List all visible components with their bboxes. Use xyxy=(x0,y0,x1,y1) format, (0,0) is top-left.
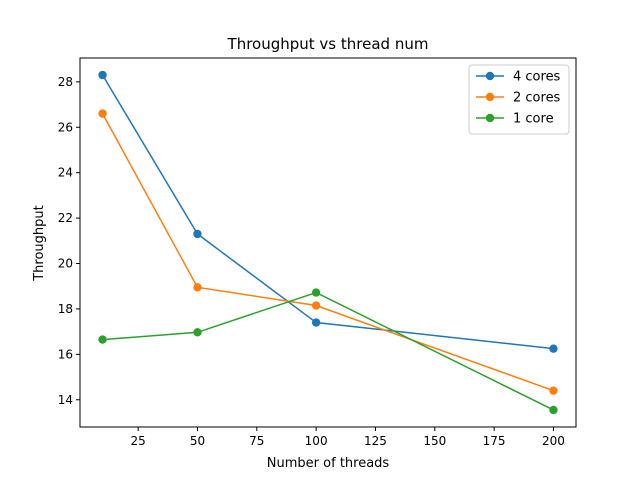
y-tick-label: 18 xyxy=(58,302,73,316)
x-tick-label: 200 xyxy=(542,434,565,448)
legend-label: 1 core xyxy=(513,112,554,127)
series-line xyxy=(101,113,554,392)
y-tick-label: 14 xyxy=(58,393,73,407)
data-point xyxy=(193,328,202,337)
y-tick-label: 20 xyxy=(58,257,73,271)
y-tick-label: 22 xyxy=(58,211,73,225)
x-tick-label: 125 xyxy=(364,434,387,448)
data-point xyxy=(549,344,558,353)
y-tick-label: 24 xyxy=(58,166,73,180)
data-point xyxy=(311,301,321,310)
legend: 4 cores 2 cores 1 core xyxy=(468,64,570,135)
data-point xyxy=(549,405,558,415)
series-2-cores xyxy=(98,109,558,395)
legend-entry: 2 cores xyxy=(476,91,561,106)
x-tick-label: 75 xyxy=(249,434,264,448)
data-point xyxy=(549,386,558,395)
y-tick-label: 26 xyxy=(58,120,73,134)
data-point xyxy=(193,229,202,239)
series-4-cores xyxy=(98,70,558,353)
axis-ticks: 25 50 75 100 125 150 175 200 14 16 18 20 22 24 26 28 xyxy=(58,75,565,448)
x-tick-label: 50 xyxy=(190,434,205,448)
data-point xyxy=(98,335,107,344)
series-1-core xyxy=(98,288,558,415)
x-tick-label: 175 xyxy=(483,434,506,448)
x-tick-label: 25 xyxy=(131,434,146,448)
legend-entry: 4 cores xyxy=(476,70,561,85)
series-layer xyxy=(98,70,558,415)
legend-swatch-marker xyxy=(485,92,495,102)
data-point xyxy=(98,109,107,118)
legend-swatch-marker xyxy=(485,113,495,123)
series-line xyxy=(101,74,554,350)
series-line xyxy=(102,291,554,411)
legend-entry: 1 core xyxy=(476,112,554,127)
y-axis-label: Throughput xyxy=(32,205,47,282)
data-point xyxy=(311,288,321,297)
legend-swatch-marker xyxy=(485,71,495,81)
y-tick-label: 16 xyxy=(58,347,73,361)
data-point xyxy=(193,283,202,292)
x-tick-label: 100 xyxy=(305,434,328,448)
x-axis-label: Number of threads xyxy=(267,456,390,471)
plot-area-frame xyxy=(79,57,577,428)
legend-label: 4 cores xyxy=(513,70,561,85)
legend-label: 2 cores xyxy=(513,91,561,106)
y-tick-label: 28 xyxy=(58,75,73,89)
data-point xyxy=(98,70,107,80)
chart-title: Throughput vs thread num xyxy=(227,35,429,53)
data-point xyxy=(311,318,321,327)
x-tick-label: 150 xyxy=(423,434,446,448)
